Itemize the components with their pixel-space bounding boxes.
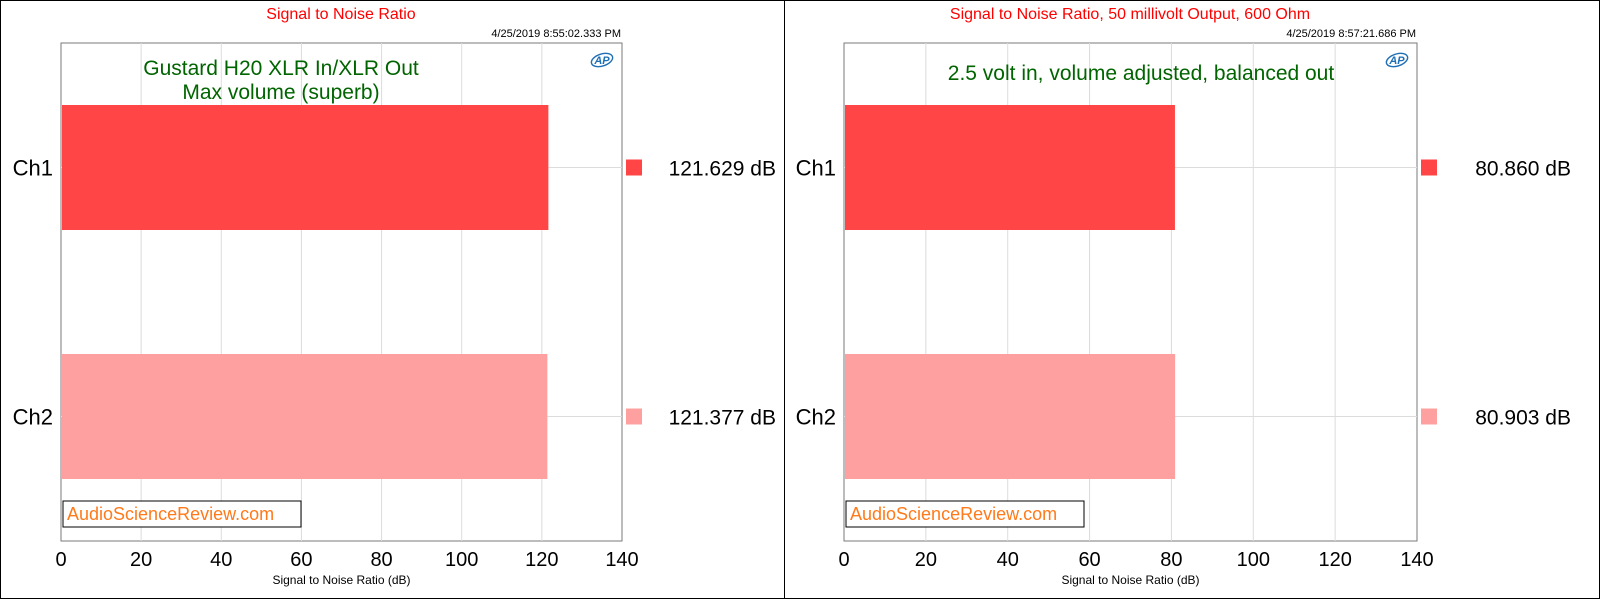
value-label: 80.860 dB xyxy=(1475,158,1571,181)
category-label: Ch2 xyxy=(796,405,836,430)
chart-svg: Signal to Noise Ratio 4/25/2019 8:55:02.3… xyxy=(13,6,776,587)
logo-text: AP xyxy=(1388,55,1405,67)
x-axis-label: Signal to Noise Ratio (dB) xyxy=(1061,573,1199,587)
category-label: Ch2 xyxy=(13,405,53,430)
snr-chart-max-volume: Signal to Noise Ratio 4/25/2019 8:55:02.3… xyxy=(0,0,785,599)
x-tick-label: 80 xyxy=(1160,549,1182,571)
chart-timestamp: 4/25/2019 8:55:02.333 PM xyxy=(491,28,621,40)
logo-swoosh xyxy=(1385,52,1409,68)
x-tick-label: 40 xyxy=(997,549,1019,571)
legend-swatch xyxy=(626,159,642,176)
watermark-text: AudioScienceReview.com xyxy=(67,504,274,524)
legend-swatch xyxy=(626,408,642,425)
chart-svg: Signal to Noise Ratio, 50 millivolt Outp… xyxy=(796,6,1571,587)
x-tick-label: 140 xyxy=(1400,549,1433,571)
x-axis-label: Signal to Noise Ratio (dB) xyxy=(272,573,410,587)
chart-title: Signal to Noise Ratio xyxy=(266,6,416,23)
bar-ch2 xyxy=(845,354,1176,479)
watermark-box xyxy=(62,500,302,528)
value-label: 80.903 dB xyxy=(1475,407,1571,430)
value-label: 121.377 dB xyxy=(669,407,776,430)
legend-swatch xyxy=(1421,159,1437,176)
logo-text: AP xyxy=(593,55,610,67)
x-tick-label: 0 xyxy=(55,549,66,571)
x-tick-label: 40 xyxy=(210,549,232,571)
watermark-text: AudioScienceReview.com xyxy=(850,504,1057,524)
x-tick-label: 0 xyxy=(838,549,849,571)
bar-ch1 xyxy=(62,105,549,230)
x-tick-label: 100 xyxy=(445,549,478,571)
bar-ch1 xyxy=(845,105,1175,230)
x-tick-label: 60 xyxy=(1078,549,1100,571)
ap-logo-icon: AP xyxy=(1385,52,1409,68)
category-label: Ch1 xyxy=(796,156,836,181)
snr-chart-50mv-600ohm: Signal to Noise Ratio, 50 millivolt Outp… xyxy=(784,0,1600,599)
chart-timestamp: 4/25/2019 8:57:21.686 PM xyxy=(1286,28,1416,40)
chart-annotation: Max volume (superb) xyxy=(182,81,379,104)
logo-swoosh xyxy=(590,52,614,68)
chart-annotation: 2.5 volt in, volume adjusted, balanced o… xyxy=(948,62,1335,85)
legend-swatch xyxy=(1421,408,1437,425)
x-tick-label: 20 xyxy=(915,549,937,571)
value-label: 121.629 dB xyxy=(669,158,776,181)
x-tick-label: 20 xyxy=(130,549,152,571)
bar-ch2 xyxy=(62,354,548,479)
x-tick-label: 60 xyxy=(290,549,312,571)
chart-title: Signal to Noise Ratio, 50 millivolt Outp… xyxy=(950,6,1310,23)
category-label: Ch1 xyxy=(13,156,53,181)
x-tick-label: 140 xyxy=(605,549,638,571)
chart-annotation: Gustard H20 XLR In/XLR Out xyxy=(143,57,419,80)
ap-logo-icon: AP xyxy=(590,52,614,68)
watermark-box xyxy=(845,500,1085,528)
x-tick-label: 120 xyxy=(525,549,558,571)
x-tick-label: 120 xyxy=(1318,549,1351,571)
x-tick-label: 80 xyxy=(370,549,392,571)
x-tick-label: 100 xyxy=(1237,549,1270,571)
